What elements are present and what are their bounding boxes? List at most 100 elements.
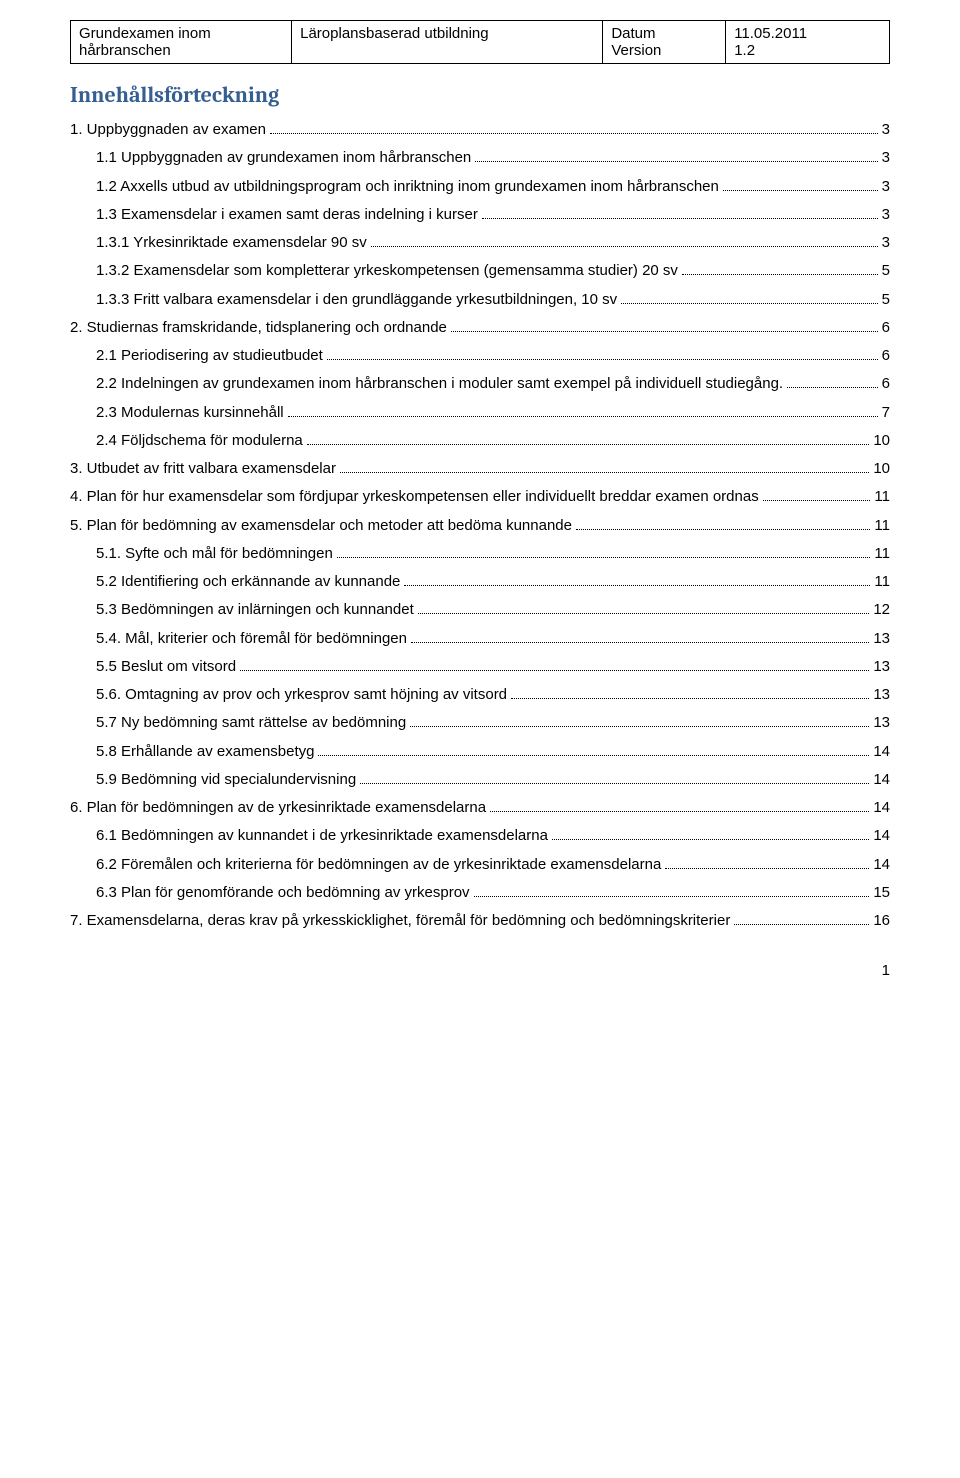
toc-entry-text: 1.1 Uppbyggnaden av grundexamen inom hår… [96,146,471,169]
toc-entry[interactable]: 5.8 Erhållande av examensbetyg 14 [70,740,890,763]
toc-entry[interactable]: 6.2 Föremålen och kriterierna för bedömn… [70,853,890,876]
toc-leader-dots [327,359,878,360]
toc-leader-dots [307,444,870,445]
toc-entry-page: 12 [873,598,890,621]
toc-entry-page: 6 [882,372,890,395]
toc-entry[interactable]: 1.3.1 Yrkesinriktade examensdelar 90 sv 3 [70,231,890,254]
toc-entry[interactable]: 6.3 Plan för genomförande och bedömning … [70,881,890,904]
toc-entry[interactable]: 5.4. Mål, kriterier och föremål för bedö… [70,627,890,650]
toc-entry-text: 2.3 Modulernas kursinnehåll [96,401,284,424]
toc-entry[interactable]: 5.3 Bedömningen av inlärningen och kunna… [70,598,890,621]
header-date-value: 11.05.2011 [734,25,807,42]
toc-leader-dots [511,698,869,699]
toc-entry[interactable]: 5.6. Omtagning av prov och yrkesprov sam… [70,683,890,706]
toc-entry[interactable]: 1.3.3 Fritt valbara examensdelar i den g… [70,288,890,311]
toc-list: 1. Uppbyggnaden av examen31.1 Uppbyggnad… [70,118,890,932]
header-title-line2: hårbranschen [79,42,171,59]
toc-entry-page: 3 [882,203,890,226]
toc-entry-text: 1.3.3 Fritt valbara examensdelar i den g… [96,288,617,311]
toc-entry-text: 1. Uppbyggnaden av examen [70,118,266,141]
toc-entry[interactable]: 5.5 Beslut om vitsord 13 [70,655,890,678]
toc-entry-text: 2.2 Indelningen av grundexamen inom hårb… [96,372,783,395]
toc-leader-dots [763,500,871,501]
toc-entry[interactable]: 2.1 Periodisering av studieutbudet 6 [70,344,890,367]
toc-entry[interactable]: 5.7 Ny bedömning samt rättelse av bedömn… [70,711,890,734]
toc-entry[interactable]: 2. Studiernas framskridande, tidsplaneri… [70,316,890,339]
toc-entry[interactable]: 6. Plan för bedömningen av de yrkesinrik… [70,796,890,819]
toc-entry-text: 1.3.2 Examensdelar som kompletterar yrke… [96,259,678,282]
toc-entry[interactable]: 7. Examensdelarna, deras krav på yrkessk… [70,909,890,932]
toc-entry-text: 5.9 Bedömning vid specialundervisning [96,768,356,791]
toc-entry-text: 1.2 Axxells utbud av utbildningsprogram … [96,175,719,198]
toc-entry[interactable]: 4. Plan för hur examensdelar som fördjup… [70,485,890,508]
toc-leader-dots [474,896,870,897]
page-number: 1 [70,962,890,979]
toc-entry-text: 6.2 Föremålen och kriterierna för bedömn… [96,853,661,876]
toc-entry-page: 11 [874,514,890,537]
toc-entry-page: 6 [882,316,890,339]
toc-entry-page: 13 [873,711,890,734]
toc-entry[interactable]: 2.2 Indelningen av grundexamen inom hårb… [70,372,890,395]
toc-entry-text: 2.1 Periodisering av studieutbudet [96,344,323,367]
toc-entry-text: 4. Plan för hur examensdelar som fördjup… [70,485,759,508]
toc-entry-page: 3 [882,231,890,254]
toc-entry[interactable]: 5.9 Bedömning vid specialundervisning 14 [70,768,890,791]
toc-leader-dots [318,755,869,756]
toc-leader-dots [552,839,869,840]
toc-leader-dots [337,557,871,558]
toc-entry-page: 16 [873,909,890,932]
toc-entry-page: 6 [882,344,890,367]
toc-leader-dots [404,585,870,586]
toc-entry[interactable]: 2.4 Följdschema för modulerna 10 [70,429,890,452]
toc-entry-page: 10 [873,429,890,452]
toc-entry[interactable]: 1.3 Examensdelar i examen samt deras ind… [70,203,890,226]
toc-entry[interactable]: 2.3 Modulernas kursinnehåll 7 [70,401,890,424]
toc-entry-text: 5.5 Beslut om vitsord [96,655,236,678]
header-cell-labels: Datum Version [603,21,726,64]
toc-leader-dots [240,670,869,671]
toc-entry-page: 10 [873,457,890,480]
toc-entry-text: 1.3.1 Yrkesinriktade examensdelar 90 sv [96,231,367,254]
toc-leader-dots [418,613,870,614]
header-version-label: Version [611,42,661,59]
toc-leader-dots [371,246,878,247]
toc-entry-page: 11 [874,570,890,593]
toc-entry[interactable]: 1.1 Uppbyggnaden av grundexamen inom hår… [70,146,890,169]
toc-leader-dots [490,811,869,812]
toc-entry[interactable]: 3. Utbudet av fritt valbara examensdelar… [70,457,890,480]
toc-entry-text: 5.7 Ny bedömning samt rättelse av bedömn… [96,711,406,734]
toc-leader-dots [451,331,878,332]
toc-leader-dots [340,472,869,473]
toc-leader-dots [576,529,870,530]
toc-entry-text: 2. Studiernas framskridande, tidsplaneri… [70,316,447,339]
toc-entry-page: 13 [873,683,890,706]
toc-entry-text: 5.1. Syfte och mål för bedömningen [96,542,333,565]
toc-entry-page: 14 [873,740,890,763]
toc-entry-page: 14 [873,768,890,791]
toc-entry-text: 6. Plan för bedömningen av de yrkesinrik… [70,796,486,819]
toc-entry-page: 7 [882,401,890,424]
toc-entry[interactable]: 5.2 Identifiering och erkännande av kunn… [70,570,890,593]
toc-entry-page: 5 [882,259,890,282]
toc-leader-dots [288,416,878,417]
toc-entry[interactable]: 1.2 Axxells utbud av utbildningsprogram … [70,175,890,198]
toc-entry-page: 14 [873,853,890,876]
toc-entry-text: 2.4 Följdschema för modulerna [96,429,303,452]
toc-entry-text: 6.1 Bedömningen av kunnandet i de yrkesi… [96,824,548,847]
toc-entry[interactable]: 5.1. Syfte och mål för bedömningen 11 [70,542,890,565]
header-cell-subtitle: Läroplansbaserad utbildning [292,21,603,64]
toc-entry-page: 14 [873,824,890,847]
toc-entry-page: 13 [873,655,890,678]
toc-entry-page: 11 [874,542,890,565]
toc-entry[interactable]: 6.1 Bedömningen av kunnandet i de yrkesi… [70,824,890,847]
toc-entry-text: 5.6. Omtagning av prov och yrkesprov sam… [96,683,507,706]
toc-leader-dots [270,133,878,134]
toc-leader-dots [723,190,878,191]
toc-entry-text: 5.8 Erhållande av examensbetyg [96,740,314,763]
toc-leader-dots [475,161,877,162]
toc-entry[interactable]: 5. Plan för bedömning av examensdelar oc… [70,514,890,537]
header-title-line1: Grundexamen inom [79,25,211,42]
toc-entry[interactable]: 1. Uppbyggnaden av examen3 [70,118,890,141]
toc-entry-page: 14 [873,796,890,819]
toc-entry[interactable]: 1.3.2 Examensdelar som kompletterar yrke… [70,259,890,282]
